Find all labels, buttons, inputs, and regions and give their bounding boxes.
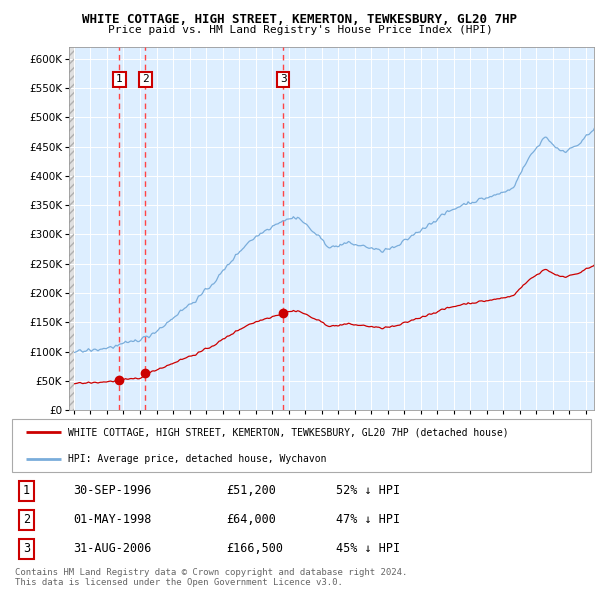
Text: 2: 2 <box>23 513 30 526</box>
Bar <box>69 47 74 410</box>
Text: 31-AUG-2006: 31-AUG-2006 <box>73 542 151 555</box>
Text: 47% ↓ HPI: 47% ↓ HPI <box>336 513 400 526</box>
FancyBboxPatch shape <box>12 419 591 472</box>
Text: 45% ↓ HPI: 45% ↓ HPI <box>336 542 400 555</box>
Text: 3: 3 <box>280 74 287 84</box>
Text: Price paid vs. HM Land Registry's House Price Index (HPI): Price paid vs. HM Land Registry's House … <box>107 25 493 35</box>
Text: 52% ↓ HPI: 52% ↓ HPI <box>336 484 400 497</box>
Text: 1: 1 <box>116 74 123 84</box>
Text: WHITE COTTAGE, HIGH STREET, KEMERTON, TEWKESBURY, GL20 7HP: WHITE COTTAGE, HIGH STREET, KEMERTON, TE… <box>83 13 517 26</box>
Text: HPI: Average price, detached house, Wychavon: HPI: Average price, detached house, Wych… <box>68 454 326 464</box>
Text: This data is licensed under the Open Government Licence v3.0.: This data is licensed under the Open Gov… <box>15 578 343 587</box>
Text: Contains HM Land Registry data © Crown copyright and database right 2024.: Contains HM Land Registry data © Crown c… <box>15 568 407 576</box>
Text: WHITE COTTAGE, HIGH STREET, KEMERTON, TEWKESBURY, GL20 7HP (detached house): WHITE COTTAGE, HIGH STREET, KEMERTON, TE… <box>68 427 509 437</box>
Text: £166,500: £166,500 <box>226 542 283 555</box>
Text: 30-SEP-1996: 30-SEP-1996 <box>73 484 151 497</box>
Bar <box>69 47 74 410</box>
Text: 2: 2 <box>142 74 149 84</box>
Text: 3: 3 <box>23 542 30 555</box>
Text: £51,200: £51,200 <box>226 484 276 497</box>
Text: 01-MAY-1998: 01-MAY-1998 <box>73 513 151 526</box>
Text: £64,000: £64,000 <box>226 513 276 526</box>
Text: 1: 1 <box>23 484 30 497</box>
